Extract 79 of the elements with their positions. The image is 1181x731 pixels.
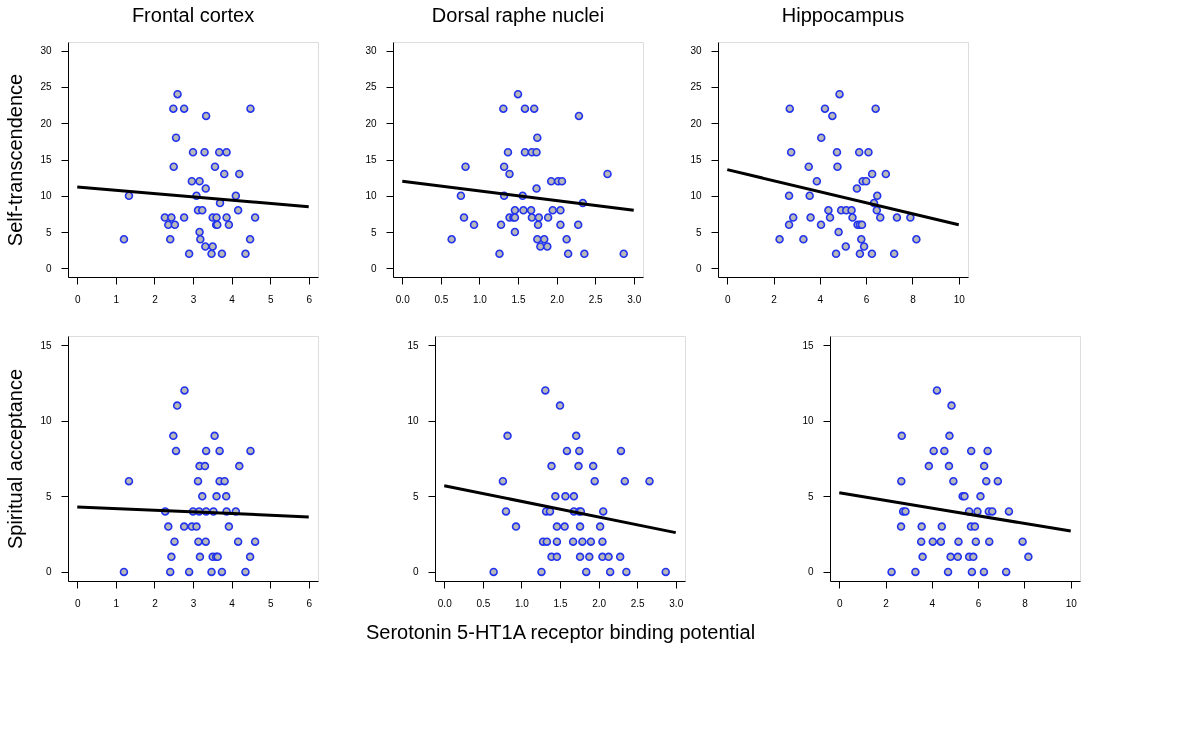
x-tick-label: 6 (863, 293, 870, 305)
y-tick-label: 25 (690, 81, 702, 93)
x-tick-label: 3 (190, 597, 197, 609)
y-tick-label: 25 (365, 81, 377, 93)
x-tick-label: 4 (929, 597, 936, 609)
y-tick-label: 5 (412, 490, 419, 502)
y-tick-label: 30 (40, 45, 52, 57)
x-tick-label: 10 (953, 293, 966, 305)
y-tick-label: 5 (45, 226, 52, 238)
y-axis-title: Spiritual acceptance (4, 368, 27, 550)
x-tick-label: 2.5 (630, 597, 646, 609)
y-tick-label: 0 (370, 262, 377, 274)
y-tick-label: 10 (407, 415, 419, 427)
x-tick-label: 8 (910, 293, 917, 305)
x-tick-label: 6 (306, 597, 313, 609)
y-tick-label: 10 (690, 190, 702, 202)
x-tick-label: 0.5 (476, 597, 491, 609)
x-tick-label: 5 (267, 597, 274, 609)
y-tick-label: 15 (40, 154, 52, 165)
y-tick-label: 20 (690, 117, 702, 129)
x-tick-label: 10 (1065, 597, 1078, 609)
x-tick-label: 0.0 (395, 293, 411, 305)
x-tick-label: 8 (1022, 597, 1029, 609)
y-tick-label: 20 (40, 117, 52, 129)
x-tick-label: 2.5 (588, 293, 604, 305)
x-tick-label: 3 (190, 293, 197, 305)
x-tick-label: 0.5 (434, 293, 449, 305)
y-tick-label: 5 (695, 226, 702, 238)
y-tick-label: 0 (695, 262, 702, 274)
y-tick-label: 15 (802, 339, 814, 351)
chart-title: Hippocampus (781, 4, 905, 26)
x-tick-label: 1.0 (514, 597, 530, 609)
x-tick-label: 0 (724, 293, 731, 305)
y-tick-label: 0 (45, 566, 52, 578)
y-tick-label: 15 (365, 154, 377, 165)
y-tick-label: 0 (807, 566, 814, 578)
y-tick-label: 10 (40, 190, 52, 202)
y-tick-label: 5 (370, 226, 377, 238)
y-tick-label: 15 (40, 339, 52, 351)
x-tick-label: 2.0 (592, 597, 607, 609)
y-tick-label: 15 (407, 339, 419, 351)
x-tick-label: 2 (152, 293, 159, 305)
x-tick-label: 1.5 (553, 597, 568, 609)
chart-title: Frontal cortex (131, 4, 255, 26)
y-tick-label: 0 (412, 566, 419, 578)
x-tick-label: 0 (74, 597, 81, 609)
y-tick-label: 10 (802, 415, 814, 427)
x-tick-label: 1 (113, 597, 120, 609)
y-tick-label: 30 (365, 45, 377, 57)
x-axis-title: Serotonin 5-HT1A receptor binding potential (365, 620, 756, 643)
x-tick-label: 2 (771, 293, 778, 305)
y-tick-label: 10 (365, 190, 377, 202)
y-tick-label: 25 (40, 81, 52, 93)
x-tick-label: 2 (152, 597, 159, 609)
x-tick-label: 6 (975, 597, 982, 609)
x-tick-label: 1 (113, 293, 120, 305)
x-tick-label: 0 (74, 293, 81, 305)
y-tick-label: 15 (690, 154, 702, 165)
x-tick-label: 0.0 (437, 597, 453, 609)
x-tick-label: 0 (836, 597, 843, 609)
x-tick-label: 4 (817, 293, 824, 305)
x-tick-label: 4 (229, 293, 236, 305)
y-tick-label: 5 (807, 490, 814, 502)
x-tick-label: 3.0 (669, 597, 684, 609)
x-tick-label: 1.0 (472, 293, 488, 305)
chart-title: Dorsal raphe nuclei (431, 4, 605, 26)
x-tick-label: 5 (267, 293, 274, 305)
x-tick-label: 2 (883, 597, 890, 609)
x-tick-label: 4 (229, 597, 236, 609)
y-tick-label: 5 (45, 490, 52, 502)
x-tick-label: 6 (306, 293, 313, 305)
x-tick-label: 2.0 (550, 293, 565, 305)
y-axis-title: Self-transcendence (4, 73, 27, 247)
y-tick-label: 10 (40, 415, 52, 427)
y-tick-label: 20 (365, 117, 377, 129)
y-tick-label: 0 (45, 262, 52, 274)
x-tick-label: 3.0 (627, 293, 642, 305)
y-tick-label: 30 (690, 45, 702, 57)
x-tick-label: 1.5 (511, 293, 526, 305)
